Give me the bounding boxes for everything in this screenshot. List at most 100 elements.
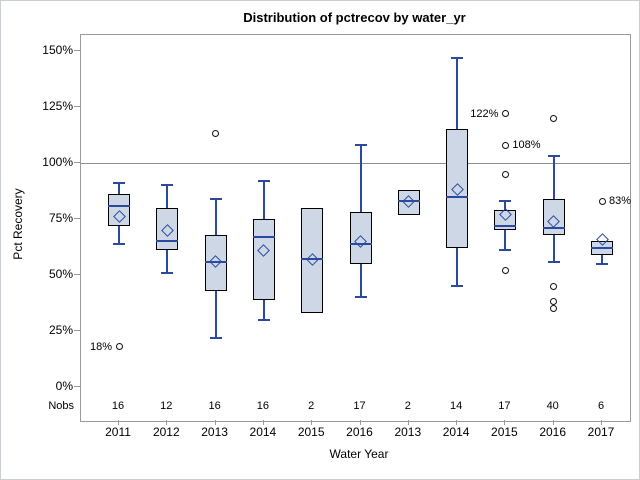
lower-whisker-9 — [552, 234, 555, 262]
median-line-10 — [591, 247, 613, 250]
y-tick-label-75: 75% — [48, 211, 73, 225]
nobs-value-5: 17 — [353, 400, 366, 412]
outlier-circle-8-52 — [501, 267, 509, 275]
upper-whisker-2 — [214, 198, 217, 235]
box-2015-4 — [301, 207, 324, 314]
lower-whisker-cap-2 — [209, 336, 222, 339]
x-tick-mark-3 — [262, 420, 264, 425]
nobs-value-1: 12 — [160, 400, 173, 412]
x-category-label-3: 2014 — [249, 425, 277, 439]
y-tick-mark-50 — [74, 274, 80, 275]
median-line-8 — [494, 224, 517, 227]
upper-whisker-cap-5 — [354, 144, 367, 147]
y-axis-label: Pct Recovery — [11, 188, 25, 260]
outlier-circle-8-122 — [501, 110, 509, 118]
plot-area: 18% 122% 108% 83% — [80, 34, 631, 422]
box-2013-2 — [204, 234, 227, 291]
lower-whisker-cap-7 — [451, 285, 464, 288]
lower-whisker-cap-3 — [257, 318, 270, 321]
y-tick-label-100: 100% — [42, 155, 73, 169]
outlier-circle-9-35 — [550, 305, 558, 313]
nobs-value-3: 16 — [256, 400, 270, 412]
upper-whisker-7 — [456, 57, 459, 130]
nobs-value-0: 16 — [111, 400, 125, 412]
nobs-value-2: 16 — [208, 400, 221, 412]
nobs-value-6: 2 — [404, 400, 411, 412]
lower-whisker-8 — [504, 230, 507, 251]
x-tick-mark-4 — [311, 420, 313, 425]
lower-whisker-5 — [359, 263, 362, 298]
x-tick-mark-9 — [552, 420, 554, 425]
x-tick-mark-0 — [118, 420, 119, 425]
lower-whisker-cap-10 — [596, 262, 608, 265]
lower-whisker-3 — [262, 299, 265, 320]
y-tick-mark-0 — [74, 386, 80, 387]
outlier-label-108%: 108% — [512, 139, 541, 152]
outlier-circle-10-83 — [598, 197, 606, 205]
y-tick-label-25: 25% — [48, 323, 73, 337]
box-2014-7 — [446, 129, 469, 249]
median-line-3 — [252, 235, 275, 238]
upper-whisker-0 — [118, 183, 120, 195]
lower-whisker-10 — [601, 254, 603, 264]
upper-whisker-1 — [166, 185, 169, 208]
x-category-label-5: 2016 — [346, 425, 373, 439]
median-line-5 — [349, 242, 372, 245]
y-tick-label-125: 125% — [42, 99, 73, 113]
upper-whisker-cap-0 — [113, 182, 125, 185]
outlier-label-83%: 83% — [609, 195, 632, 208]
box-2011-0 — [108, 194, 130, 226]
upper-whisker-9 — [552, 156, 555, 199]
outlier-circle-8-95 — [501, 170, 509, 178]
y-tick-mark-100 — [74, 162, 80, 163]
chart-title: Distribution of pctrecov by water_yr — [243, 10, 466, 25]
reference-line-100pct — [81, 163, 630, 164]
x-tick-mark-2 — [214, 420, 216, 425]
x-category-label-9: 2016 — [539, 425, 567, 439]
outlier-circle-0-18 — [115, 343, 123, 351]
box-2016-9 — [542, 198, 565, 235]
median-line-2 — [204, 260, 227, 263]
lower-whisker-0 — [118, 225, 120, 244]
upper-whisker-cap-8 — [499, 200, 512, 203]
upper-whisker-cap-7 — [451, 56, 464, 59]
median-line-4 — [301, 258, 324, 261]
lower-whisker-cap-5 — [354, 296, 367, 299]
median-line-7 — [446, 195, 469, 198]
y-tick-mark-75 — [74, 218, 80, 219]
x-axis-label: Water Year — [329, 447, 389, 461]
outlier-circle-2-113 — [212, 130, 220, 138]
box-2012-1 — [156, 207, 179, 251]
box-2013-6 — [397, 189, 420, 215]
lower-whisker-7 — [456, 248, 459, 287]
nobs-value-10: 6 — [597, 400, 605, 412]
upper-whisker-cap-3 — [257, 179, 270, 182]
upper-whisker-3 — [262, 180, 265, 219]
outlier-label-18%: 18% — [89, 340, 112, 353]
outlier-circle-9-120 — [550, 114, 558, 122]
outlier-circle-9-45 — [550, 282, 558, 290]
x-tick-mark-8 — [504, 420, 506, 425]
x-tick-mark-6 — [407, 420, 409, 425]
nobs-value-7: 14 — [449, 400, 463, 412]
x-tick-mark-7 — [456, 420, 458, 425]
x-category-label-6: 2013 — [394, 425, 422, 439]
upper-whisker-cap-1 — [161, 184, 174, 187]
x-tick-mark-10 — [601, 420, 602, 425]
x-tick-mark-1 — [166, 420, 168, 425]
lower-whisker-2 — [214, 290, 217, 338]
nobs-value-9: 40 — [546, 400, 559, 412]
box-2016-5 — [349, 212, 372, 264]
lower-whisker-cap-1 — [161, 271, 174, 274]
upper-whisker-cap-9 — [547, 155, 560, 158]
nobs-value-8: 17 — [498, 400, 511, 412]
y-tick-label-150: 150% — [42, 43, 73, 57]
y-tick-label-0: 0% — [55, 379, 73, 393]
x-tick-mark-5 — [359, 420, 361, 425]
lower-whisker-1 — [166, 250, 169, 273]
nobs-row-label: Nobs — [48, 400, 74, 412]
x-category-label-4: 2015 — [297, 425, 325, 439]
y-tick-mark-125 — [74, 106, 80, 107]
median-line-9 — [542, 226, 565, 229]
